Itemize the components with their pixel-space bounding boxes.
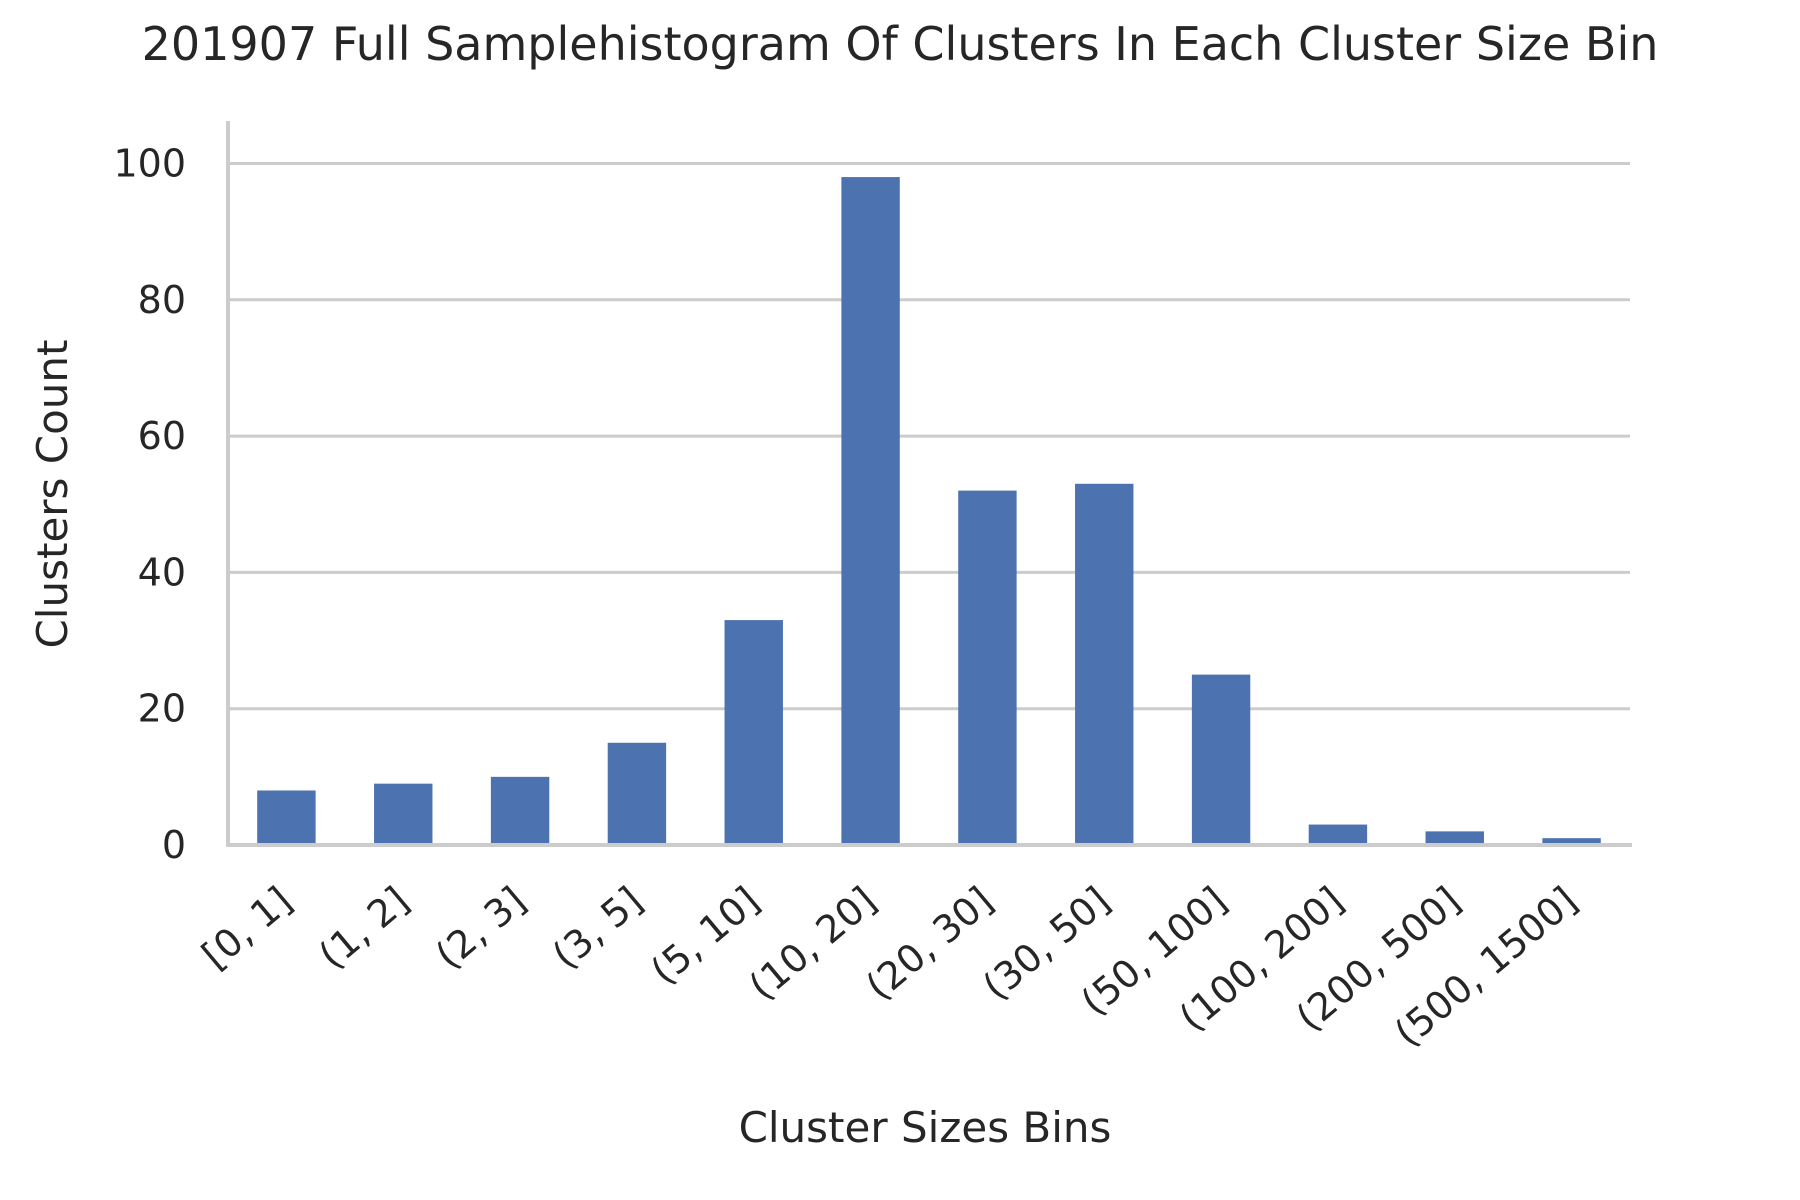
y-tick-label: 80	[138, 278, 186, 322]
bar	[1191, 674, 1251, 845]
y-tick-labels: 0 20 40 60 80 100	[113, 141, 186, 867]
x-tick-label: (1, 2]	[310, 878, 417, 977]
y-tick-label: 100	[113, 141, 186, 185]
bars	[257, 177, 1601, 846]
bar	[374, 783, 433, 845]
bar	[490, 776, 550, 845]
gridlines	[228, 161, 1630, 711]
y-axis-label: Clusters Count	[28, 339, 77, 648]
x-tick-label: (2, 3]	[427, 878, 534, 977]
bar	[1425, 831, 1484, 845]
x-tick-label: (3, 5]	[544, 878, 651, 977]
y-tick-label: 40	[138, 550, 186, 594]
bar	[257, 790, 316, 845]
y-tick-label: 0	[162, 823, 186, 867]
x-axis-label: Cluster Sizes Bins	[739, 1103, 1112, 1152]
bar	[724, 620, 783, 845]
y-tick-label: 60	[138, 414, 186, 458]
bar	[1542, 838, 1601, 845]
bar	[1308, 824, 1368, 845]
axes	[226, 121, 1632, 847]
x-tick-label: (20, 30]	[858, 878, 1002, 1008]
x-tick-labels: [0, 1] (1, 2] (2, 3] (3, 5](5, 10](10, 20](…	[194, 878, 1586, 1055]
y-tick-label: 20	[138, 687, 186, 731]
x-tick-label: [0, 1]	[194, 878, 301, 977]
bar	[958, 490, 1017, 845]
bar	[1075, 483, 1134, 845]
x-tick-label: (10, 20]	[741, 878, 885, 1008]
chart-title: 201907 Full Samplehistogram Of Clusters …	[142, 17, 1659, 71]
bar	[607, 742, 667, 845]
bar	[841, 177, 900, 846]
